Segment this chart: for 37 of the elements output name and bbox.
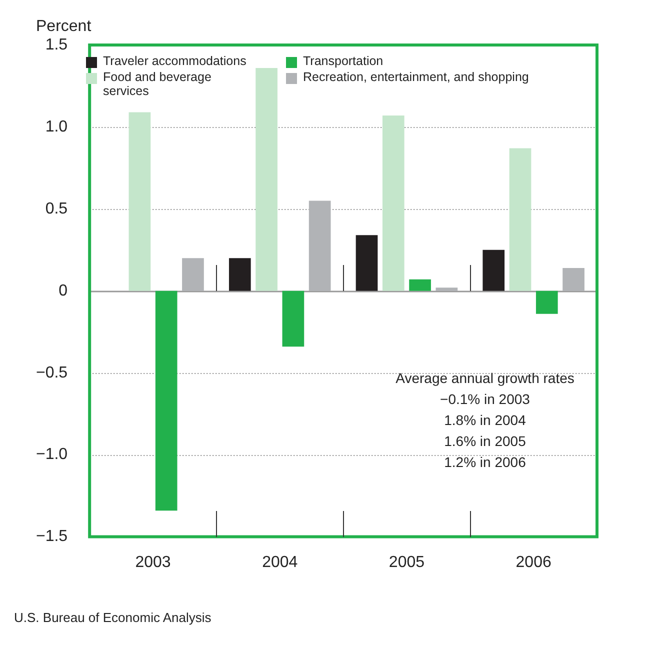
bar xyxy=(509,148,532,291)
bar xyxy=(228,258,251,291)
x-tick-label: 2003 xyxy=(135,554,171,571)
annotation: 1.8% in 2004 xyxy=(443,411,527,430)
text: U.S. Bureau of Economic Analysis xyxy=(14,610,212,625)
bar xyxy=(436,288,458,291)
y-tick-label: −0.5 xyxy=(36,364,68,382)
y-tick-label: 1.5 xyxy=(45,36,68,54)
y-tick-label: −1.0 xyxy=(36,446,68,464)
bar xyxy=(155,290,178,511)
bar xyxy=(256,68,278,291)
x-tick-label: 2004 xyxy=(262,554,298,571)
bar xyxy=(356,235,378,291)
annotation: Average annual growth rates xyxy=(394,369,576,388)
bar xyxy=(308,200,331,291)
bar xyxy=(536,290,558,314)
bar xyxy=(482,250,505,291)
legend-label: Food and beverage services xyxy=(103,70,212,98)
y-tick-label: 0.5 xyxy=(45,200,68,218)
legend-label: Traveler accommodations xyxy=(103,54,246,68)
x-tick-label: 2006 xyxy=(516,554,552,571)
bar xyxy=(382,115,404,291)
bar xyxy=(409,279,431,291)
annotation: 1.6% in 2005 xyxy=(443,432,527,451)
bar xyxy=(182,258,204,291)
y-axis-title: Percent xyxy=(36,18,92,36)
y-tick-label: 0 xyxy=(58,282,68,300)
y-tick-label: 1.0 xyxy=(45,118,68,136)
bar xyxy=(562,268,584,291)
annotation: −0.1% in 2003 xyxy=(439,390,531,409)
legend-label: Transportation xyxy=(303,54,384,68)
annotation: 1.2% in 2006 xyxy=(443,453,527,472)
bar xyxy=(128,112,151,291)
legend-label: Recreation, entertainment, and shopping xyxy=(303,70,529,84)
bar xyxy=(282,290,304,347)
x-tick-label: 2005 xyxy=(388,554,425,571)
y-tick-label: −1.5 xyxy=(36,528,68,546)
